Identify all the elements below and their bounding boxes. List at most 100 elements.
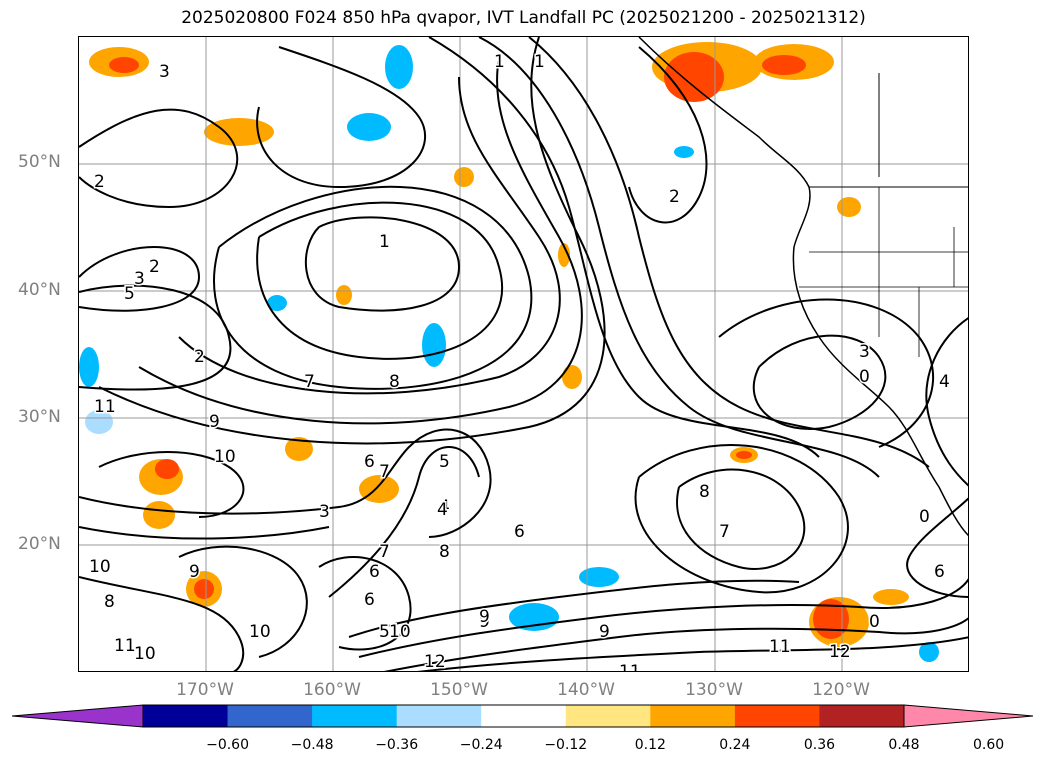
colorbar-segment <box>312 705 398 727</box>
graticule <box>79 37 968 671</box>
contour-label: 2 <box>94 172 105 192</box>
contour-label: 3 <box>859 342 870 362</box>
longitude-label: 130°W <box>685 680 743 700</box>
contour-label: 5 <box>124 284 135 304</box>
anomaly-patch <box>674 146 694 158</box>
contour-label: 2 <box>149 257 160 277</box>
anomaly-patch <box>454 167 474 187</box>
longitude-label: 170°W <box>176 680 234 700</box>
contour-label: 10 <box>89 557 111 577</box>
contour-label: 8 <box>439 542 450 562</box>
contour-label: 9 <box>189 562 200 582</box>
anomaly-patch <box>558 243 570 267</box>
contour-label: 0 <box>859 367 870 387</box>
contour-label: 8 <box>389 372 400 392</box>
contour-label: 0 <box>919 507 930 527</box>
contour-label: 3 <box>319 502 330 522</box>
contour-label: 1 <box>379 232 390 252</box>
anomaly-patch <box>762 55 806 75</box>
colorbar-segment <box>565 705 651 727</box>
contour-label: 3 <box>159 62 170 82</box>
contour-label: 3 <box>134 269 145 289</box>
contour-label: 10 <box>214 447 236 467</box>
contour-label: 10 <box>134 644 156 664</box>
contour-label: 11 <box>94 397 116 417</box>
colorbar-extend-low <box>12 704 144 728</box>
contour-label: 6 <box>364 590 375 610</box>
anomaly-patch <box>347 113 391 141</box>
contour-label: 5 <box>379 622 390 642</box>
colorbar-extend-high <box>903 704 1034 728</box>
anomaly-patch <box>562 365 582 389</box>
colorbar-tick-label: 0.60 <box>972 737 1005 753</box>
contour-lines <box>79 37 968 671</box>
longitude-label: 120°W <box>812 680 870 700</box>
anomaly-patch <box>194 579 214 599</box>
map-plot: 3 2 1 1 2 2 1 3 5 2 7 8 9 10 11 6 5 4 6 7 8 9 10 11 12 11 12 6 7 8 4 3 0… <box>78 36 969 672</box>
colorbar-segment <box>650 705 736 727</box>
contour-label: 0 <box>869 612 880 632</box>
anomaly-patch <box>385 45 413 89</box>
contour-label: 9 <box>479 612 490 632</box>
contour-label: 6 <box>934 562 945 582</box>
colorbar-tick-label: −0.12 <box>544 737 588 753</box>
contour-label: 4 <box>439 497 450 517</box>
contour-label: 6 <box>369 562 380 582</box>
colorbar-segment <box>819 705 905 727</box>
anomaly-patch <box>155 459 179 479</box>
latitude-label: 50°N <box>18 152 61 172</box>
contour-label: 9 <box>599 622 610 642</box>
latitude-label: 40°N <box>18 280 61 300</box>
contour-label: 7 <box>719 522 730 542</box>
anomaly-patch <box>109 57 139 73</box>
contour-label: 7 <box>379 542 390 562</box>
colorbar-segment <box>227 705 313 727</box>
colorbar-segment <box>396 705 482 727</box>
contour-label: 1 <box>534 52 545 72</box>
latitude-label: 20°N <box>18 534 61 554</box>
anomaly-patch <box>422 323 446 367</box>
contour-label: 8 <box>104 592 115 612</box>
colorbar-tick-label: 0.24 <box>719 737 751 753</box>
contour-label: 11 <box>769 637 791 657</box>
anomaly-patch <box>336 285 352 305</box>
longitude-label: 150°W <box>430 680 488 700</box>
colorbar-outline <box>142 704 905 728</box>
anomaly-patch <box>79 347 99 387</box>
contour-label: 7 <box>379 462 390 482</box>
colorbar-tick-label: −0.24 <box>459 737 503 753</box>
longitude-label: 160°W <box>303 680 361 700</box>
state-borders <box>799 187 968 357</box>
colorbar-tick-label: 0.12 <box>634 737 666 753</box>
colorbar <box>12 704 1034 728</box>
latitude-label: 30°N <box>18 407 61 427</box>
anomaly-patch <box>267 295 287 311</box>
contour-label: 12 <box>829 642 851 662</box>
anomaly-patch <box>85 410 113 434</box>
contour-label: 2 <box>194 347 205 367</box>
contour-label: 10 <box>249 622 271 642</box>
colorbar-tick-label: −0.36 <box>375 737 419 753</box>
anomaly-patch <box>736 451 752 459</box>
coastline <box>638 37 968 537</box>
contour-label: 9 <box>479 607 490 627</box>
colorbar-segment <box>734 705 820 727</box>
colorbar-tick-label: −0.48 <box>290 737 334 753</box>
colorbar-tick-label: −0.60 <box>206 737 249 753</box>
contour-label: 6 <box>514 522 525 542</box>
anomaly-patch <box>873 589 909 605</box>
contour-label: 11 <box>114 636 136 656</box>
contour-label: 7 <box>304 372 315 392</box>
contour-label: 11 <box>619 662 641 672</box>
anomaly-patch <box>579 567 619 587</box>
page-title: 2025020800 F024 850 hPa qvapor, IVT Land… <box>181 8 866 28</box>
colorbar-tick-label: 0.36 <box>803 737 836 753</box>
anomaly-patch <box>204 118 274 146</box>
contour-label: 4 <box>437 500 448 520</box>
anomaly-patch <box>919 642 939 662</box>
longitude-label: 140°W <box>557 680 615 700</box>
anomaly-patch <box>837 197 861 217</box>
anomaly-patch <box>285 437 313 461</box>
